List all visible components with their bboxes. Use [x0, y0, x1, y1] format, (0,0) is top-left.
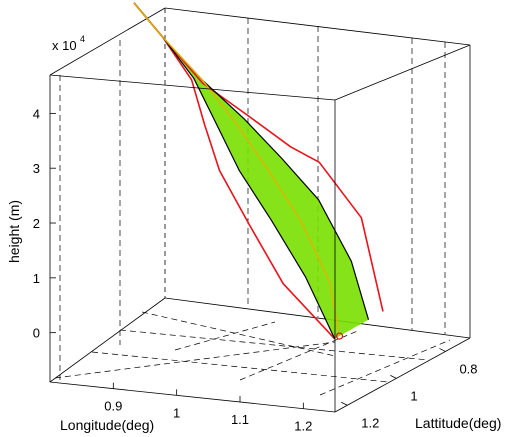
- grid-line: [239, 329, 361, 381]
- tick-layer: 0 1 2 3 4 0.9 1 1.1 1.2 0.8 1 1.2: [33, 106, 478, 433]
- dispersion-band: [134, 2, 369, 339]
- floor-right-edge: [334, 337, 471, 413]
- y-tick-label: 1.2: [361, 415, 379, 430]
- axes-box-back: [49, 7, 471, 383]
- floor-left-back-edge: [49, 297, 166, 383]
- z-tick-label: 4: [33, 106, 40, 121]
- back-left-top-edge: [49, 7, 166, 76]
- exponent-power: 4: [80, 34, 85, 44]
- floor-front-edge: [49, 381, 336, 413]
- outer-bound-left-line: [133, 2, 336, 340]
- y-tick-label: 0.8: [459, 361, 477, 376]
- x-tick-label: 1.2: [294, 419, 312, 434]
- grid-line: [119, 329, 429, 361]
- data-layer: [133, 2, 384, 340]
- grid-line: [174, 321, 276, 351]
- grid-lines: [54, 18, 451, 396]
- x-axis-label: Longitude(deg): [60, 417, 154, 433]
- x-tick-label: 1.1: [231, 412, 249, 427]
- y-tick-label: 1: [410, 388, 417, 403]
- z-tick-label: 1: [33, 271, 40, 286]
- y-tick-mark: [341, 401, 348, 406]
- grid-line: [141, 311, 336, 357]
- grid-line: [319, 339, 451, 396]
- grid-line: [54, 341, 336, 379]
- y-tick-mark: [390, 375, 397, 379]
- exponent-base: x 10: [52, 38, 77, 53]
- impact-point-marker: [335, 332, 344, 340]
- back-right-top-edge: [334, 44, 471, 101]
- x-tick-label: 0.9: [104, 399, 122, 414]
- axes-box-front: [49, 74, 471, 413]
- x-tick-label: 1: [173, 405, 180, 420]
- z-tick-label: 0: [33, 326, 40, 341]
- y-tick-mark: [439, 348, 446, 352]
- grid-line: [91, 351, 389, 383]
- floor-back-edge: [164, 297, 471, 339]
- back-top-edge: [164, 7, 471, 46]
- z-tick-label: 2: [33, 216, 40, 231]
- z-exponent-label: x 10 4: [52, 34, 85, 53]
- z-tick-label: 3: [33, 161, 40, 176]
- mean-trajectory-line: [133, 2, 341, 337]
- y-axis-label: Lattitude(deg): [415, 415, 501, 431]
- front-top-edge: [49, 74, 336, 101]
- z-axis-label: height (m): [6, 200, 22, 263]
- inner-bound-left-line: [133, 2, 336, 340]
